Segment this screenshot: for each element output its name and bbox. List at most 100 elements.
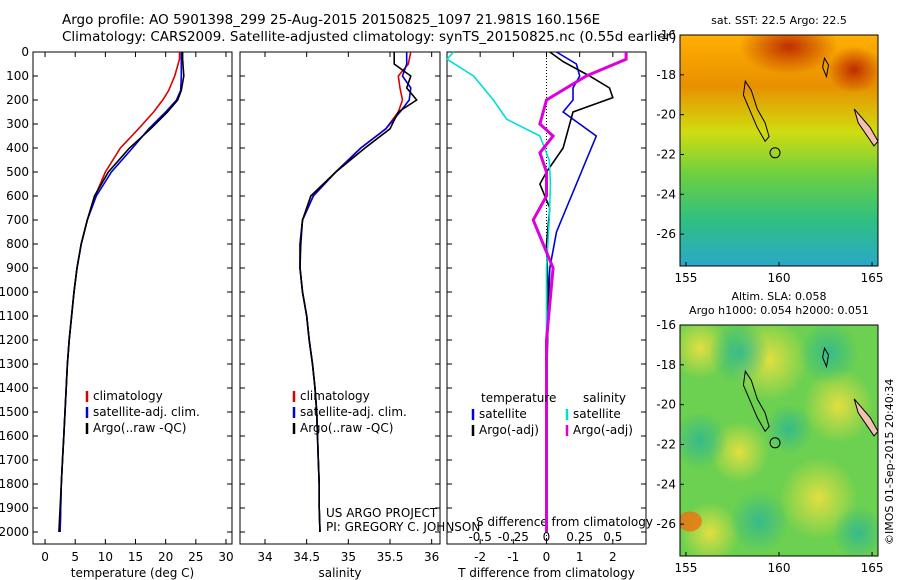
depth-tick-label: 1400: [0, 381, 29, 395]
series-line-2: [445, 51, 552, 532]
sla-patch: [802, 368, 875, 444]
depth-tick-label: 1600: [0, 429, 29, 443]
x-tick-label: 34.5: [293, 550, 320, 564]
depth-tick-label: 400: [6, 141, 29, 155]
depth-tick-label: 1000: [0, 285, 29, 299]
s-diff-tick-label: -0.5: [468, 530, 491, 544]
x-axis-label-top: S difference from climatology: [476, 515, 653, 529]
depth-tick-label: 200: [6, 93, 29, 107]
map-field: [680, 35, 878, 266]
x-axis-label: salinity: [318, 566, 361, 580]
map-lat-label: -24: [656, 187, 676, 201]
figure-title-line-2: Climatology: CARS2009. Satellite-adjuste…: [62, 29, 677, 45]
map-lat-label: -18: [656, 358, 676, 372]
x-tick-label: 36: [424, 550, 439, 564]
s-diff-tick-label: 0.25: [566, 530, 593, 544]
depth-tick-label: 600: [6, 189, 29, 203]
depth-tick-label: 300: [6, 117, 29, 131]
depth-tick-label: 1800: [0, 477, 29, 491]
argo-float-location: [769, 147, 781, 159]
x-tick-label: 1: [576, 550, 584, 564]
coastline-shallow: [853, 108, 878, 147]
depth-tick-label: 100: [6, 69, 29, 83]
warm-patch: [739, 35, 839, 75]
x-tick-label: 30: [218, 550, 233, 564]
figure-title-line-1: Argo profile: AO 5901398_299 25-Aug-2015…: [62, 12, 601, 28]
depth-tick-label: 1500: [0, 405, 29, 419]
map-lat-label: -22: [656, 437, 676, 451]
coastline: [742, 79, 770, 143]
map-lat-label: -22: [656, 147, 676, 161]
series-line-1: [299, 52, 412, 533]
depth-tick-label: 1700: [0, 453, 29, 467]
sla-patch: [832, 505, 878, 556]
panel-frame: [239, 51, 441, 545]
x-tick-label: 0: [41, 550, 49, 564]
x-tick-label: -2: [474, 550, 486, 564]
sla-map-title-2: Argo h1000: 0.054 h2000: 0.051: [689, 304, 869, 317]
depth-tick-label: 1900: [0, 501, 29, 515]
map-sla: -16 -18 -20 -22 -24 -26 155 160 165: [656, 318, 884, 575]
sla-map-title-1: Altim. SLA: 0.058: [731, 290, 826, 303]
map-lon-label: 155: [674, 561, 697, 575]
profile-panel-temperature: 0100200300400500600700800900100011001200…: [0, 45, 234, 580]
x-tick-label: 0: [543, 550, 551, 564]
map-lon-label: 165: [861, 271, 884, 285]
depth-tick-label: 700: [6, 213, 29, 227]
argo-float-location: [769, 437, 781, 449]
coastline-shallow: [853, 398, 878, 437]
map-lon-label: 160: [768, 561, 791, 575]
x-axis-label: temperature (deg C): [71, 566, 194, 580]
x-tick-label: -1: [507, 550, 519, 564]
x-tick-label: 10: [98, 550, 113, 564]
profile-panel-salinity: 34 34.5 35 35.5 36 salinity climatology satelli…: [239, 51, 441, 580]
map-lat-label: -20: [656, 108, 676, 122]
map-lon-label: 165: [861, 561, 884, 575]
series-line-0: [545, 51, 598, 532]
legend-entry: Argo(..raw -QC): [93, 421, 186, 435]
series-line-1: [59, 52, 183, 533]
map-lon-label: 155: [674, 271, 697, 285]
s-diff-tick-label: 0.5: [603, 530, 622, 544]
sla-patch: [709, 325, 770, 384]
legend-entry: satellite-adj. clim.: [93, 405, 200, 419]
sst-map-title: sat. SST: 22.5 Argo: 22.5: [711, 14, 847, 27]
map-lat-label: -18: [656, 68, 676, 82]
legend-entry: climatology: [300, 389, 370, 403]
x-axis-label: T difference from climatology: [457, 566, 635, 580]
series-line-0: [59, 52, 181, 533]
depth-tick-label: 0: [21, 45, 29, 59]
warm-patch: [826, 46, 878, 93]
series-line-3: [531, 52, 628, 532]
x-tick-label: 2: [609, 550, 617, 564]
profile-panel-difference: -2 -1 0 1 2 T difference from climatology -0.5…: [445, 51, 653, 580]
map-sst: -16 -18 -20 -22 -24 -26 155 160 165: [656, 28, 884, 285]
legend-entry: satellite: [479, 407, 527, 421]
x-tick-label: 15: [128, 550, 143, 564]
coastline: [822, 56, 830, 79]
depth-tick-label: 500: [6, 165, 29, 179]
depth-tick-label: 800: [6, 237, 29, 251]
legend-entry: climatology: [93, 389, 163, 403]
map-lat-label: -26: [656, 517, 676, 531]
sla-patch: [798, 325, 859, 384]
depth-tick-label: 2000: [0, 525, 29, 539]
s-diff-tick-label: -0.25: [498, 530, 529, 544]
x-tick-label: 34: [257, 550, 272, 564]
legend-entry: Argo(-adj): [479, 423, 539, 437]
x-tick-label: 25: [188, 550, 203, 564]
depth-tick-label: 1300: [0, 357, 29, 371]
coastline: [822, 346, 830, 369]
legend-entry: Argo(-adj): [573, 423, 633, 437]
project-name: US ARGO PROJECT: [326, 506, 438, 520]
depth-tick-label: 900: [6, 261, 29, 275]
sla-patch: [765, 404, 813, 454]
imos-credit: ©IMOS 01-Sep-2015 20:40:34: [883, 379, 896, 545]
legend-entry: satellite-adj. clim.: [300, 405, 407, 419]
map-lat-label: -20: [656, 398, 676, 412]
map-lat-label: -26: [656, 227, 676, 241]
depth-tick-label: 1200: [0, 333, 29, 347]
map-lat-label: -16: [656, 318, 676, 332]
sla-high-spot: [680, 511, 702, 532]
